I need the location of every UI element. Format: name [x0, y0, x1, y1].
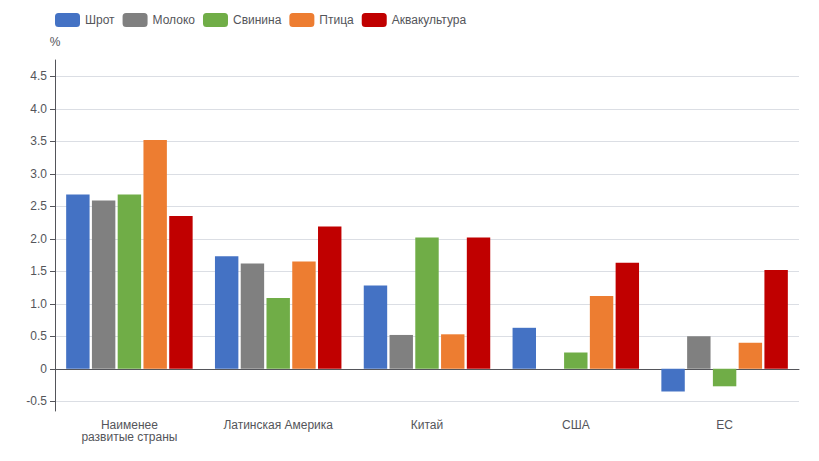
svg-text:2.0: 2.0	[30, 232, 47, 246]
svg-text:Латинская Америка: Латинская Америка	[223, 418, 333, 432]
svg-text:США: США	[562, 418, 590, 432]
svg-text:1.0: 1.0	[30, 297, 47, 311]
svg-text:ЕС: ЕС	[716, 418, 733, 432]
svg-text:0.5: 0.5	[30, 329, 47, 343]
svg-text:Шрот: Шрот	[85, 13, 115, 27]
svg-text:%: %	[50, 35, 61, 49]
svg-text:3.0: 3.0	[30, 167, 47, 181]
svg-text:Молоко: Молоко	[153, 13, 196, 27]
svg-text:-0.5: -0.5	[26, 394, 47, 408]
svg-text:0: 0	[40, 362, 47, 376]
svg-text:Свинина: Свинина	[233, 13, 282, 27]
svg-text:Птица: Птица	[319, 13, 354, 27]
svg-text:2.5: 2.5	[30, 199, 47, 213]
svg-text:Наименее: Наименее	[100, 418, 158, 432]
svg-text:4.0: 4.0	[30, 102, 47, 116]
svg-text:1.5: 1.5	[30, 264, 47, 278]
svg-text:Китай: Китай	[411, 418, 443, 432]
svg-text:4.5: 4.5	[30, 69, 47, 83]
svg-text:3.5: 3.5	[30, 134, 47, 148]
svg-text:Аквакультура: Аквакультура	[392, 13, 467, 27]
svg-text:развитые страны: развитые страны	[81, 430, 177, 444]
